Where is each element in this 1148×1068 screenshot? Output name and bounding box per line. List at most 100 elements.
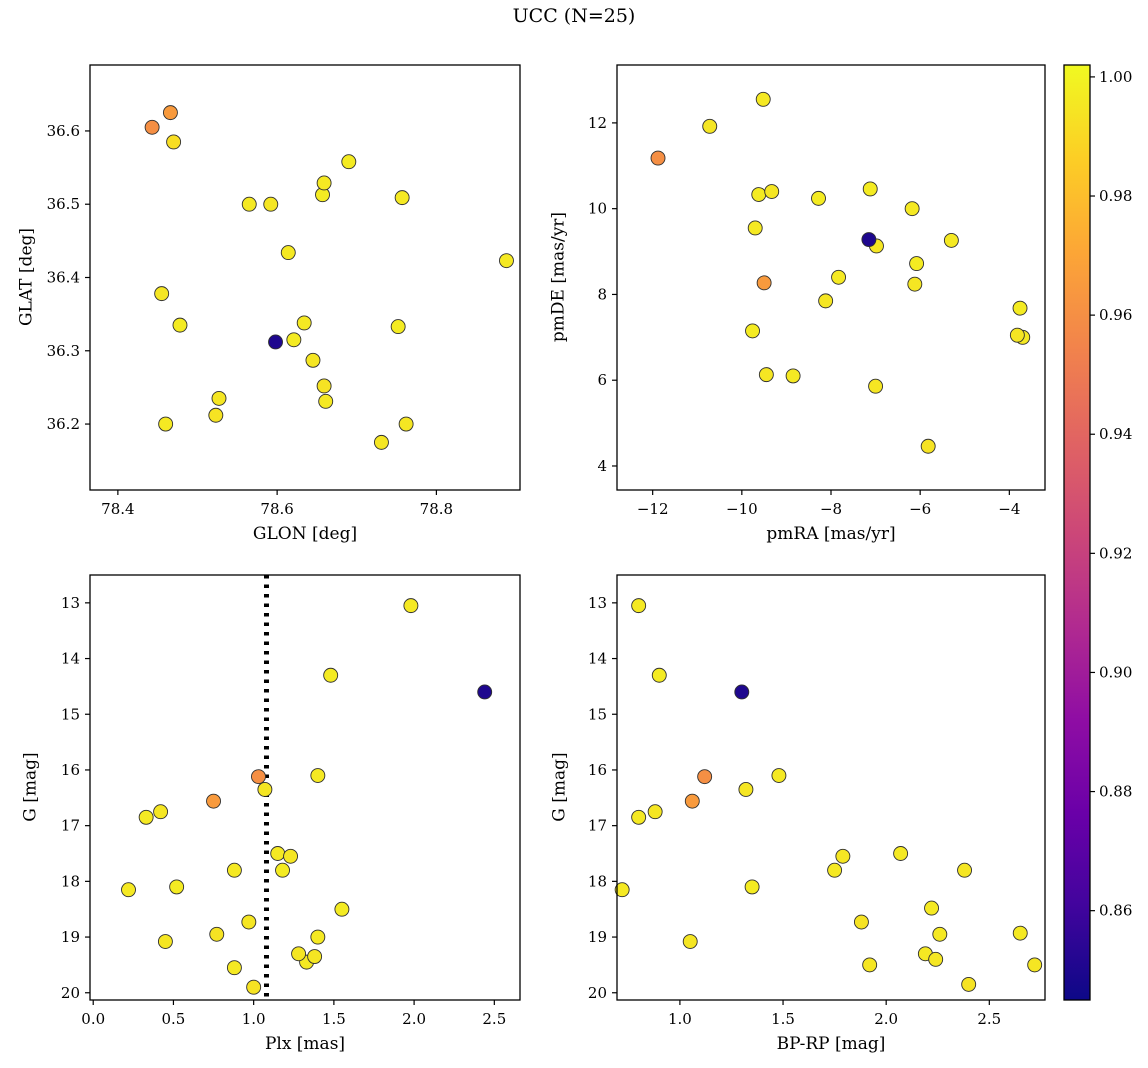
data-point — [827, 862, 843, 878]
y-tick-label: 12 — [588, 114, 607, 132]
y-tick-label: 15 — [61, 705, 80, 723]
x-tick-label: −4 — [998, 500, 1020, 518]
data-point — [121, 882, 136, 898]
data-point — [893, 846, 909, 861]
data-point — [1012, 925, 1028, 941]
x-tick-label: 78.8 — [420, 500, 453, 518]
panel-glon-glat: 78.4 78.6 78.8 36.2 36.3 36.4 36.5 36.6 — [47, 64, 521, 518]
colorbar-tick-label: 0.92 — [1099, 544, 1132, 562]
y-axis-ticks: 13 14 15 16 17 18 19 20 — [61, 594, 90, 1002]
data-point — [932, 926, 948, 942]
data-point — [291, 946, 307, 962]
x-tick-label: 78.6 — [260, 500, 293, 518]
y-tick-label: 17 — [588, 817, 607, 835]
data-point — [280, 245, 296, 261]
data-point — [631, 809, 647, 825]
data-point — [283, 848, 299, 864]
data-point — [144, 119, 160, 135]
bprp-axis-label: BP-RP [mag] — [776, 1034, 886, 1054]
data-point — [226, 960, 242, 976]
data-point — [305, 352, 321, 368]
data-point — [1027, 957, 1043, 973]
y-tick-label: 8 — [597, 285, 607, 303]
data-point — [153, 804, 169, 820]
axes-spine — [616, 574, 1046, 1001]
colorbar-tick-label: 0.94 — [1099, 425, 1132, 443]
data-point — [316, 378, 332, 394]
data-point — [268, 334, 283, 350]
data-point — [785, 368, 801, 384]
y-tick-label: 4 — [597, 457, 607, 475]
y-tick-label: 36.2 — [47, 415, 80, 433]
data-point — [138, 809, 154, 825]
y-tick-label: 14 — [588, 650, 607, 668]
data-point — [206, 793, 221, 809]
x-tick-label: 2.5 — [977, 1010, 1001, 1028]
data-point — [310, 768, 326, 783]
plx-axis-label: Plx [mas] — [264, 1034, 346, 1054]
x-tick-label: −6 — [909, 500, 931, 518]
axes-spine — [616, 64, 1046, 491]
data-point — [957, 862, 973, 878]
y-axis-ticks: 13 14 15 16 17 18 19 20 — [588, 594, 617, 1002]
panel-pmra-pmde: −12 −10 −8 −6 −4 4 6 8 10 12 — [588, 64, 1046, 518]
data-point — [323, 667, 339, 683]
data-point — [208, 407, 224, 423]
y-tick-label: 6 — [597, 371, 607, 389]
data-point — [771, 768, 787, 783]
data-point — [738, 781, 754, 797]
plot-area-svg: 1.0 1.5 2.0 2.5 13 14 15 16 17 18 19 20 — [588, 574, 1046, 1028]
y-tick-label: 36.6 — [47, 122, 80, 140]
x-axis-ticks: 0.0 0.5 1.0 1.5 2.0 2.5 — [81, 1000, 506, 1028]
y-tick-label: 18 — [588, 872, 607, 890]
data-point — [811, 190, 826, 206]
data-point — [651, 667, 667, 683]
x-tick-label: 1.0 — [242, 1010, 266, 1028]
data-point — [390, 319, 406, 335]
data-point — [835, 848, 851, 864]
data-point — [868, 378, 884, 394]
colorbar-tick-label: 0.86 — [1099, 902, 1132, 920]
x-axis-ticks: −12 −10 −8 −6 −4 — [637, 490, 1020, 518]
y-tick-label: 20 — [588, 984, 607, 1002]
y-axis-ticks: 4 6 8 10 12 — [588, 114, 617, 475]
data-point — [226, 862, 242, 878]
data-point — [920, 438, 936, 454]
x-tick-label: 1.5 — [322, 1010, 346, 1028]
data-point — [398, 416, 414, 432]
data-point — [157, 934, 173, 949]
colorbar: 1.00 0.98 0.96 0.94 0.92 0.90 0.88 0.86 — [1063, 64, 1132, 1001]
x-axis-ticks: 1.0 1.5 2.0 2.5 — [668, 1000, 1001, 1028]
data-point — [907, 276, 923, 292]
data-point — [961, 976, 977, 992]
data-point — [682, 934, 698, 949]
y-tick-label: 36.3 — [47, 342, 80, 360]
x-axis-ticks: 78.4 78.6 78.8 — [101, 490, 453, 518]
data-point — [853, 914, 869, 930]
data-point — [246, 979, 262, 995]
plot-area-svg: 0.0 0.5 1.0 1.5 2.0 2.5 13 14 15 16 17 18 19 20 — [61, 574, 521, 1028]
data-point — [286, 332, 302, 348]
data-point — [403, 598, 419, 614]
colorbar-tick-label: 1.00 — [1099, 68, 1132, 86]
x-tick-label: 0.5 — [162, 1010, 186, 1028]
y-tick-label: 19 — [588, 928, 607, 946]
x-tick-label: −12 — [637, 500, 669, 518]
data-point — [394, 190, 410, 206]
x-tick-label: 1.5 — [771, 1010, 795, 1028]
data-point — [158, 416, 174, 432]
data-point — [477, 684, 493, 700]
glat-axis-label: GLAT [deg] — [16, 227, 37, 327]
data-point — [169, 879, 185, 895]
data-point — [166, 134, 182, 150]
data-point — [734, 684, 750, 700]
data-point — [631, 598, 647, 614]
y-tick-label: 17 — [61, 817, 80, 835]
data-point — [275, 862, 290, 878]
data-point — [241, 196, 257, 212]
y-tick-label: 19 — [61, 928, 80, 946]
data-point — [257, 781, 273, 797]
data-point — [745, 323, 760, 339]
data-point — [650, 150, 666, 166]
colorbar-tick-label: 0.98 — [1099, 187, 1132, 205]
